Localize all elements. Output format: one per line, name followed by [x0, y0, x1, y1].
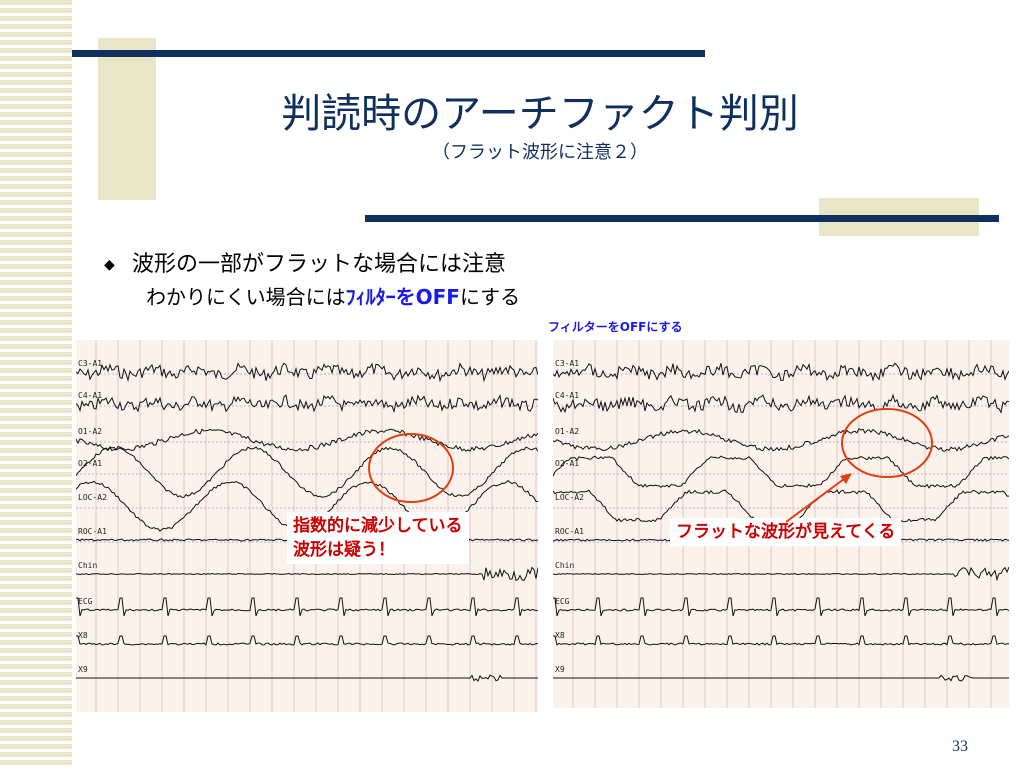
- left-waveform: [76, 566, 538, 581]
- right-waveform: [553, 635, 1009, 646]
- right-channel-label: X9: [555, 665, 565, 674]
- right-channel-label: LOC-A2: [555, 493, 584, 502]
- highlight-circle-right: [841, 408, 933, 478]
- right-waveform: [553, 597, 1009, 617]
- left-channel-label: C3-A1: [78, 359, 102, 368]
- right-channel-label: O2-A1: [555, 459, 579, 468]
- right-waveform: [553, 362, 1009, 382]
- filter-off-note: フィルターをOFFにする: [548, 320, 683, 334]
- left-channel-label: ROC-A1: [78, 527, 107, 536]
- left-channel-label: X9: [78, 665, 88, 674]
- left-channel-label: LOC-A2: [78, 493, 107, 502]
- slide-title: 判読時のアーチファクト判別: [281, 91, 799, 137]
- callout-arrow-line: [785, 475, 849, 523]
- left-waveform: [76, 362, 538, 383]
- title-rule-top: [72, 50, 705, 57]
- right-waveform: [553, 393, 1009, 414]
- page-number: 33: [952, 738, 968, 755]
- subline-post: にする: [459, 285, 521, 309]
- left-channel-label: O1-A2: [78, 427, 102, 436]
- left-waveform: [76, 597, 538, 617]
- bullet-point: ◆ 波形の一部がフラットな場合には注意: [104, 246, 506, 278]
- left-waveform: [76, 674, 538, 682]
- decorative-block-top: [98, 38, 156, 200]
- callout-left-line2: 波形は疑う！: [293, 540, 395, 560]
- left-waveform: [76, 635, 538, 646]
- subline-pre: わかりにくい場合には: [146, 285, 346, 309]
- right-channel-label: ECG: [555, 597, 570, 606]
- callout-right: フラットな波形が見えてくる: [670, 518, 902, 546]
- callout-arrow-head: [840, 473, 852, 484]
- left-waveform: [76, 394, 538, 414]
- callout-left: 指数的に減少している 波形は疑う！: [287, 512, 469, 564]
- subline-highlight: ﾌｨﾙﾀｰをOFF: [345, 285, 460, 309]
- right-waveform: [553, 427, 1009, 452]
- right-waveform: [553, 674, 1009, 682]
- right-waveform: [553, 566, 1009, 582]
- left-waveform: [76, 428, 538, 452]
- left-channel-label: O2-A1: [78, 459, 102, 468]
- left-waveform: [76, 446, 538, 498]
- right-channel-label: ROC-A1: [555, 527, 584, 536]
- bullet-text: 波形の一部がフラットな場合には注意: [132, 252, 507, 277]
- diamond-bullet-icon: ◆: [104, 257, 115, 273]
- callout-left-line1: 指数的に減少している: [293, 516, 463, 536]
- highlight-circle-left: [368, 433, 454, 503]
- left-channel-label: ECG: [78, 597, 93, 606]
- right-channel-label: C3-A1: [555, 359, 579, 368]
- left-channel-label: C4-A1: [78, 391, 102, 400]
- bullet-subline: わかりにくい場合にはﾌｨﾙﾀｰをOFFにする: [146, 281, 520, 310]
- right-channel-label: X8: [555, 631, 565, 640]
- right-waveform: [553, 455, 1009, 489]
- left-channel-label: X8: [78, 631, 88, 640]
- right-channel-label: Chin: [555, 561, 574, 570]
- slide-subtitle: （フラット波形に注意２）: [432, 142, 648, 163]
- right-channel-label: C4-A1: [555, 391, 579, 400]
- right-channel-label: O1-A2: [555, 427, 579, 436]
- title-rule-bottom: [365, 215, 999, 222]
- left-channel-label: Chin: [78, 561, 97, 570]
- decorative-stripes: [0, 0, 72, 768]
